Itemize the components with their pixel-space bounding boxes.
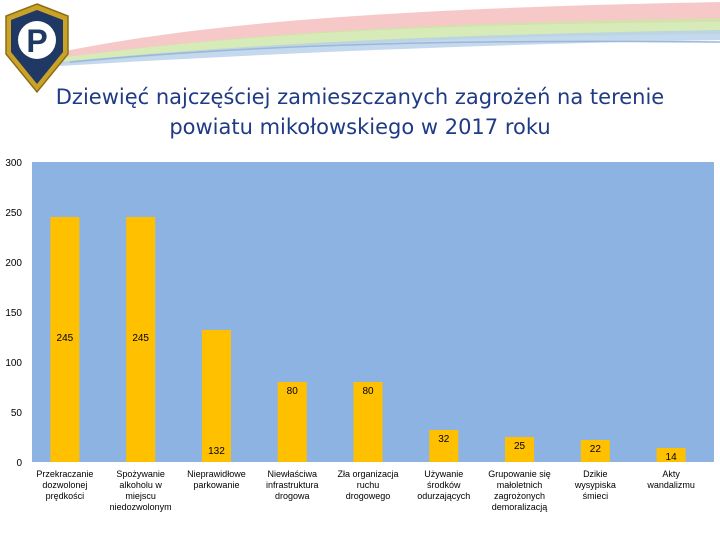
category-label: wandalizmu — [646, 480, 695, 490]
bar-value-label: 14 — [666, 452, 678, 463]
category-label: Niewłaściwa — [267, 469, 317, 479]
bar-value-label: 80 — [362, 386, 374, 397]
bar-value-label: 245 — [57, 333, 74, 344]
category-label: drogowa — [275, 491, 310, 501]
bar-value-label: 22 — [590, 444, 602, 455]
category-label: Przekraczanie — [36, 469, 93, 479]
category-label: alkoholu w — [119, 480, 162, 490]
bar — [277, 382, 307, 462]
category-label: drogowego — [346, 491, 391, 501]
category-label: śmieci — [583, 491, 609, 501]
bar-value-label: 25 — [514, 441, 526, 452]
category-label: wysypiska — [574, 480, 616, 490]
category-label: Grupowanie się — [488, 469, 551, 479]
category-label: Używanie — [424, 469, 463, 479]
category-label: środków — [427, 480, 461, 490]
category-label: ruchu — [357, 480, 380, 490]
category-label: Zła organizacja — [337, 469, 398, 479]
badge-circle — [18, 21, 56, 59]
bar-value-label: 245 — [132, 333, 149, 344]
bar — [505, 437, 535, 462]
police-badge-logo: P — [5, 3, 69, 94]
bars — [50, 217, 686, 462]
category-label: niedozwolonym — [110, 502, 172, 512]
header-ribbon-red — [60, 2, 720, 58]
bar — [353, 382, 383, 462]
slide-title-line-2: powiatu mikołowskiego w 2017 roku — [169, 115, 551, 139]
category-label: miejscu — [125, 491, 156, 501]
category-label: małoletnich — [497, 480, 543, 490]
y-tick-label: 200 — [5, 258, 22, 269]
header-decoration — [60, 2, 720, 66]
category-label: Spożywanie — [116, 469, 165, 479]
bar — [50, 217, 80, 462]
bar-chart: 0 50 100 150 200 250 300 245 245 132 80 80 32 25 22 14… — [5, 158, 714, 512]
y-tick-label: 100 — [5, 358, 22, 369]
header-ribbon-blue — [60, 30, 720, 66]
y-tick-label: 250 — [5, 208, 22, 219]
bar — [580, 440, 610, 462]
bar — [656, 448, 686, 462]
bar-value-label: 32 — [438, 434, 450, 445]
category-label: dozwolonej — [42, 480, 87, 490]
category-label: Nieprawidłowe — [187, 469, 246, 479]
category-label: infrastruktura — [266, 480, 319, 490]
y-axis-ticks: 0 50 100 150 200 250 300 — [5, 158, 22, 469]
category-label: parkowanie — [193, 480, 239, 490]
category-label: Dzikie — [583, 469, 608, 479]
y-tick-label: 0 — [16, 458, 22, 469]
bar-value-label: 80 — [287, 386, 299, 397]
value-labels: 245 245 132 80 80 32 25 22 14 — [57, 333, 678, 463]
category-label: odurzających — [417, 491, 470, 501]
header-swoosh-line — [69, 40, 720, 63]
slide-title-line-1: Dziewięć najczęściej zamieszczanych zagr… — [55, 85, 665, 109]
bar — [126, 217, 156, 462]
bar — [201, 330, 231, 462]
badge-letter: P — [26, 23, 47, 59]
category-label: prędkości — [46, 491, 85, 501]
y-tick-label: 50 — [11, 408, 23, 419]
y-tick-label: 300 — [5, 158, 22, 169]
slide-title: Dziewięć najczęściej zamieszczanych zagr… — [0, 82, 720, 142]
category-label: demoralizacją — [492, 502, 548, 512]
category-label: Akty — [662, 469, 680, 479]
category-label: zagrożonych — [494, 491, 545, 501]
y-tick-label: 150 — [5, 308, 22, 319]
bar — [429, 430, 459, 462]
bar-value-label: 132 — [208, 446, 225, 457]
